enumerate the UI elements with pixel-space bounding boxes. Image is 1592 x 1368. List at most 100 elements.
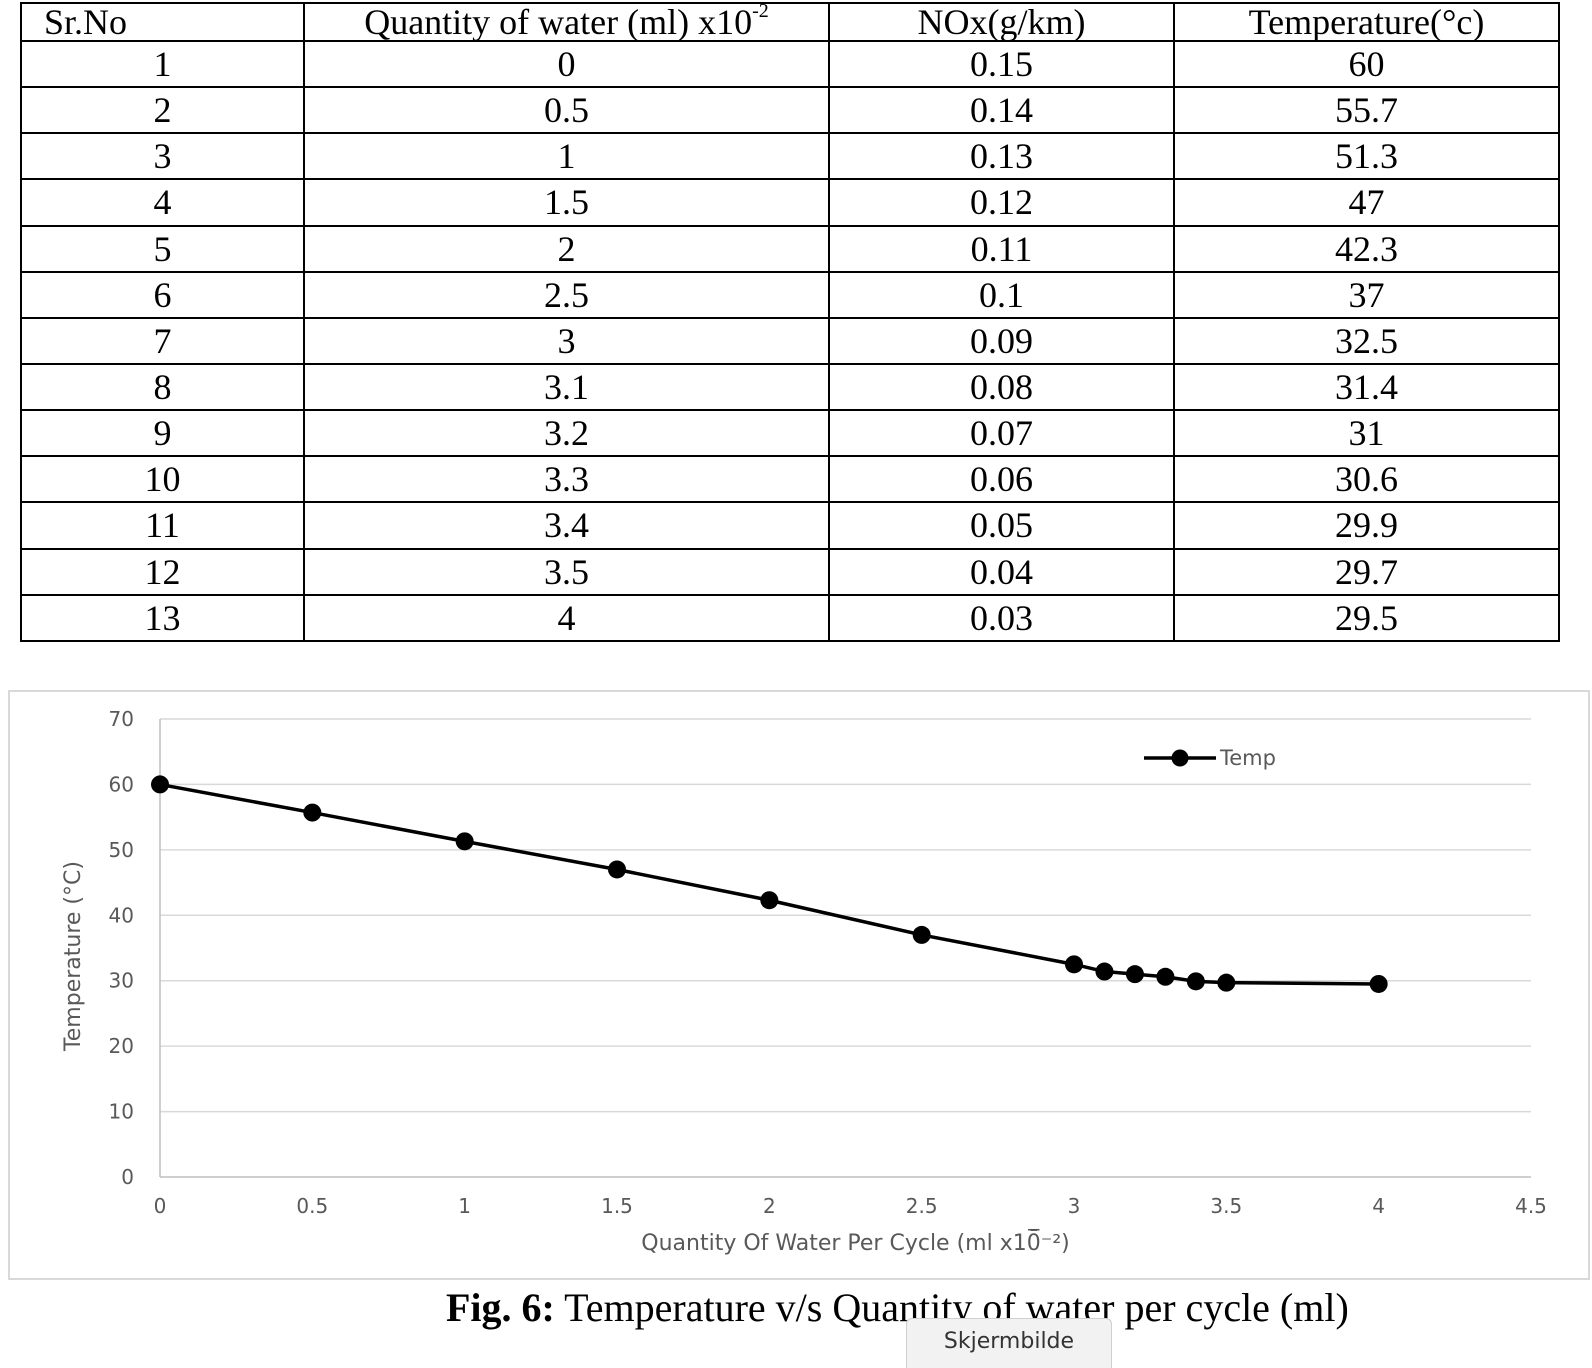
y-tick-label: 20 <box>109 1034 134 1058</box>
table-row: 4 1.5 0.12 47 <box>20 178 1560 227</box>
table-row: 7 3 0.09 32.5 <box>20 316 1560 365</box>
x-tick-label: 1.5 <box>601 1194 633 1218</box>
figure-label: Fig. 6: <box>446 1285 555 1330</box>
table-header-row: Sr.No Quantity of water (ml) x10-2 NOx(g… <box>20 0 1560 42</box>
y-tick-label: 10 <box>109 1100 134 1124</box>
nox-cell: 0.15 <box>828 39 1175 89</box>
temperature-cell: 29.9 <box>1173 501 1560 550</box>
sr-no-cell: 2 <box>20 86 305 135</box>
data-point <box>912 925 931 944</box>
series-line <box>159 782 1379 986</box>
x-tick-label: 0 <box>154 1194 167 1218</box>
header-sr-no: Sr.No <box>20 2 305 42</box>
temperature-cell: 47 <box>1173 178 1560 227</box>
table-row: 13 4 0.03 29.5 <box>20 593 1560 643</box>
x-axis-title: Quantity Of Water Per Cycle (ml x10̅̄⁻²) <box>641 1229 1069 1256</box>
table-row: 9 3.2 0.07 31 <box>20 409 1560 458</box>
table-row: 2 0.5 0.14 55.7 <box>20 86 1560 135</box>
data-point <box>608 860 626 879</box>
temperature-cell: 30.6 <box>1173 455 1560 504</box>
sr-no-cell: 4 <box>20 178 305 227</box>
x-tick-label: 3 <box>1068 1194 1081 1218</box>
temperature-cell: 29.7 <box>1173 547 1560 596</box>
sr-no-cell: 9 <box>20 409 305 458</box>
temperature-cell: 60 <box>1173 39 1560 89</box>
water-cell: 1 <box>303 132 830 181</box>
y-tick-label: 60 <box>109 772 134 796</box>
x-tick-label: 4.5 <box>1515 1194 1547 1218</box>
x-tick-label: 2 <box>763 1194 776 1218</box>
data-point <box>455 832 474 851</box>
data-point <box>1095 962 1114 981</box>
table-row: 1 0 0.15 60 <box>20 39 1560 89</box>
table-row: 11 3.4 0.05 29.9 <box>20 501 1560 550</box>
data-point <box>1065 955 1083 974</box>
sr-no-cell: 6 <box>20 270 305 319</box>
data-point <box>1217 973 1236 992</box>
temperature-cell: 29.5 <box>1173 593 1560 643</box>
header-exponent: -2 <box>752 0 769 22</box>
legend-marker <box>1171 749 1189 767</box>
sr-no-cell: 12 <box>20 547 305 596</box>
figure-caption: Fig. 6: Temperature v/s Quantity of wate… <box>446 1284 1349 1331</box>
table-row: 12 3.5 0.04 29.7 <box>20 547 1560 596</box>
nox-cell: 0.04 <box>828 547 1175 596</box>
data-point <box>303 803 322 822</box>
data-point <box>1156 967 1175 986</box>
water-cell: 2.5 <box>303 270 830 319</box>
temperature-cell: 42.3 <box>1173 224 1560 273</box>
nox-cell: 0.11 <box>828 224 1175 273</box>
water-cell: 3 <box>303 316 830 365</box>
temperature-cell: 32.5 <box>1173 316 1560 365</box>
sr-no-cell: 8 <box>20 362 305 412</box>
temperature-cell: 55.7 <box>1173 86 1560 135</box>
nox-cell: 0.03 <box>828 593 1175 643</box>
temperature-cell: 51.3 <box>1173 132 1560 181</box>
table-row: 6 2.5 0.1 37 <box>20 270 1560 319</box>
nox-cell: 0.05 <box>828 501 1175 550</box>
temperature-line-chart: 0 10 20 30 40 50 60 70 0 0.5 1 1.5 2 2.5 3 3.5 4 4.5 Quant… <box>61 707 1547 1256</box>
sr-no-cell: 5 <box>20 224 305 273</box>
sr-no-cell: 1 <box>20 39 305 89</box>
y-tick-label: 70 <box>109 707 134 731</box>
water-cell: 4 <box>303 593 830 643</box>
sr-no-cell: 3 <box>20 132 305 181</box>
water-cell: 3.2 <box>303 409 830 458</box>
data-point <box>1186 972 1205 991</box>
nox-cell: 0.1 <box>828 270 1175 319</box>
table-row: 5 2 0.11 42.3 <box>20 224 1560 273</box>
header-nox: NOx(g/km) <box>828 2 1175 42</box>
y-tick-label: 40 <box>109 903 134 927</box>
temperature-cell: 31 <box>1173 409 1560 458</box>
nox-cell: 0.12 <box>828 178 1175 227</box>
x-tick-label: 3.5 <box>1210 1194 1242 1218</box>
data-point <box>151 775 169 794</box>
nox-cell: 0.09 <box>828 316 1175 365</box>
table-row: 8 3.1 0.08 31.4 <box>20 362 1560 412</box>
y-tick-label: 0 <box>121 1165 134 1189</box>
sr-no-cell: 13 <box>20 593 305 643</box>
header-quantity-of-water: Quantity of water (ml) x10-2 <box>303 0 830 42</box>
header-quantity-text: Quantity of water (ml) x10 <box>364 2 753 42</box>
nox-cell: 0.14 <box>828 86 1175 135</box>
data-point <box>760 891 779 910</box>
screenshot-tooltip: Skjermbilde <box>906 1318 1112 1368</box>
y-axis-title: Temperature (°C) <box>61 861 86 1052</box>
water-cell: 3.1 <box>303 362 830 412</box>
sr-no-cell: 7 <box>20 316 305 365</box>
data-table: Sr.No Quantity of water (ml) x10-2 NOx(g… <box>20 0 1560 643</box>
temperature-cell: 31.4 <box>1173 362 1560 412</box>
x-tick-label: 0.5 <box>296 1194 328 1218</box>
water-cell: 1.5 <box>303 178 830 227</box>
water-cell: 3.4 <box>303 501 830 550</box>
water-cell: 0 <box>303 39 830 89</box>
nox-cell: 0.07 <box>828 409 1175 458</box>
x-tick-label: 4 <box>1372 1194 1385 1218</box>
nox-cell: 0.08 <box>828 362 1175 412</box>
data-point <box>1125 965 1144 984</box>
sr-no-cell: 11 <box>20 501 305 550</box>
y-tick-label: 50 <box>109 838 134 862</box>
water-cell: 3.3 <box>303 455 830 504</box>
table-row: 3 1 0.13 51.3 <box>20 132 1560 181</box>
legend-label: Temp <box>1219 746 1276 770</box>
